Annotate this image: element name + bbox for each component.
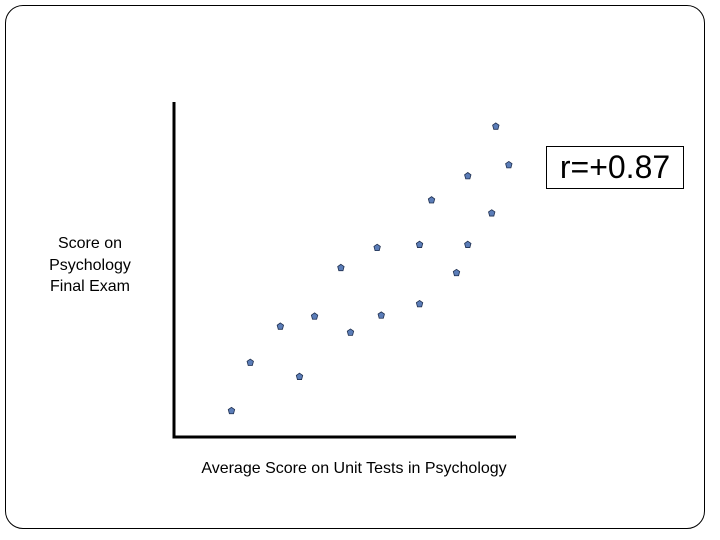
data-point-15	[464, 172, 472, 180]
x-axis-label: Average Score on Unit Tests in Psycholog…	[201, 460, 507, 477]
data-point-8	[373, 243, 381, 251]
data-point-18	[505, 160, 513, 169]
data-point-1	[227, 406, 236, 415]
slide-frame	[5, 5, 705, 529]
data-point-6	[337, 263, 345, 272]
data-point-7	[346, 328, 355, 336]
y-axis-label-line-3: Final Exam	[49, 278, 131, 295]
data-points	[227, 122, 513, 415]
y-axis-label-line-1: Score on	[57, 235, 123, 252]
data-point-2	[246, 358, 254, 366]
data-point-17	[492, 122, 500, 130]
data-point-12	[427, 196, 436, 204]
correlation-annotation: r=+0.87	[546, 146, 684, 189]
data-point-5	[310, 312, 319, 320]
data-point-3	[276, 322, 285, 330]
data-point-13	[452, 268, 461, 277]
data-point-11	[415, 299, 424, 308]
y-axis-label: Score on Psychology Final Exam	[30, 233, 150, 298]
data-point-9	[377, 311, 385, 319]
data-point-10	[415, 240, 424, 248]
data-point-16	[488, 209, 496, 217]
y-axis-label-line-2: Psychology	[49, 256, 131, 274]
data-point-4	[295, 372, 304, 380]
data-point-14	[464, 240, 472, 248]
